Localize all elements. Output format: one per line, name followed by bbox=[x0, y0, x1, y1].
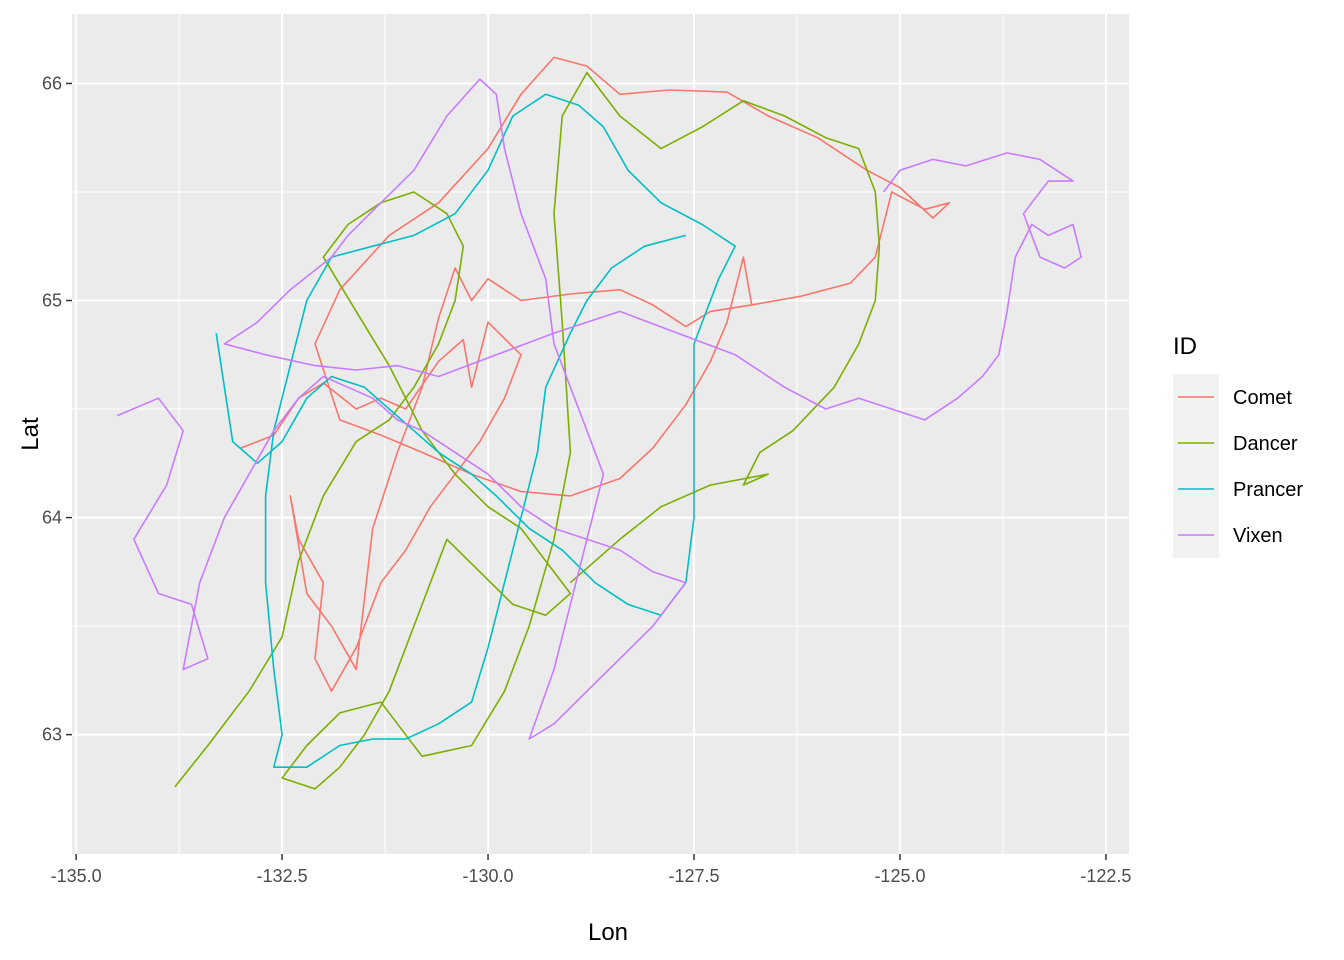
y-tick-label: 65 bbox=[42, 291, 62, 311]
y-tick-label: 66 bbox=[42, 73, 62, 93]
legend: ID Comet Dancer Prancer Vixen bbox=[1173, 333, 1303, 558]
grid-major bbox=[72, 14, 1129, 854]
x-axis-title: Lon bbox=[588, 919, 628, 946]
legend-label-dancer: Dancer bbox=[1233, 433, 1298, 455]
legend-items: Comet Dancer Prancer Vixen bbox=[1173, 374, 1303, 558]
x-tick-label: -122.5 bbox=[1080, 866, 1131, 886]
series-layer bbox=[116, 56, 1082, 790]
x-tick-label: -127.5 bbox=[668, 866, 719, 886]
series-line-prancer bbox=[215, 93, 736, 768]
plot-panel bbox=[72, 14, 1129, 854]
x-tick-label: -132.5 bbox=[257, 866, 308, 886]
y-tick-label: 64 bbox=[42, 508, 62, 528]
x-tick-label: -135.0 bbox=[51, 866, 102, 886]
series-line-comet bbox=[240, 56, 951, 692]
legend-title: ID bbox=[1173, 333, 1197, 360]
x-axis: -135.0 -132.5 -130.0 -127.5 -125.0 -122.5 bbox=[51, 854, 1131, 886]
x-tick-label: -130.0 bbox=[463, 866, 514, 886]
y-axis-title: Lat bbox=[17, 417, 44, 451]
series-line-vixen bbox=[116, 78, 1082, 740]
y-axis: 63 64 65 66 bbox=[42, 73, 72, 745]
series-line-dancer bbox=[174, 71, 881, 790]
legend-label-comet: Comet bbox=[1233, 387, 1292, 409]
legend-label-vixen: Vixen bbox=[1233, 525, 1283, 547]
x-tick-label: -125.0 bbox=[874, 866, 925, 886]
legend-label-prancer: Prancer bbox=[1233, 479, 1303, 501]
y-tick-label: 63 bbox=[42, 725, 62, 745]
